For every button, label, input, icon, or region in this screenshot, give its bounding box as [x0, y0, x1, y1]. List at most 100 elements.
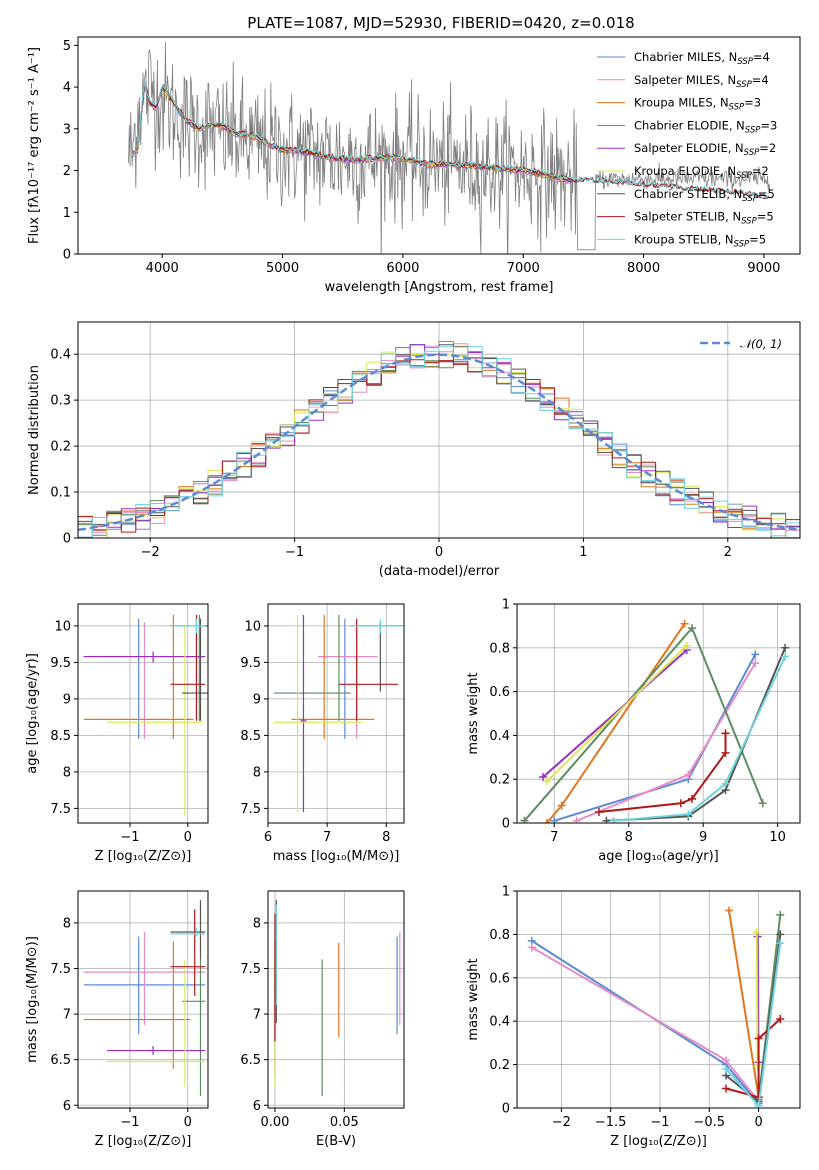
weight-marker-chabrier-stelib: [781, 643, 790, 652]
y-tick-label: 0.3: [50, 394, 71, 409]
y-tick-label: 1: [502, 598, 510, 613]
hist-kroupa-stelib: [78, 346, 800, 538]
x-tick-label: 0.00: [260, 1115, 289, 1130]
x-tick-label: −1.5: [595, 1115, 627, 1130]
y-tick-label: 7.5: [240, 802, 261, 817]
errorbar-salpeter-miles: [83, 622, 206, 740]
weight-line-salpeter-elodie: [542, 649, 688, 778]
y-tick-label: 7: [63, 1008, 71, 1023]
errorbar-kroupa-elodie: [106, 959, 206, 1088]
y-axis-label: Flux [fλ10⁻¹⁷ erg cm⁻² s⁻¹ A⁻¹]: [27, 47, 42, 244]
x-tick-label: 0: [435, 545, 443, 560]
errorbar-salpeter-stelib: [338, 618, 399, 721]
plot-area: [273, 614, 404, 813]
x-axis-label: age [log₁₀(age/yr)]: [598, 849, 719, 864]
weight-line-salpeter-miles: [576, 662, 757, 822]
x-tick-label: 2: [724, 545, 732, 560]
weight-marker-chabrier-stelib: [602, 816, 611, 823]
x-tick-label: 0: [184, 830, 192, 845]
y-tick-label: 6: [253, 1099, 261, 1114]
y-tick-label: 9: [63, 692, 71, 707]
weight-marker-chabrier-stelib: [776, 930, 785, 939]
x-tick-label: 7: [550, 830, 558, 845]
panel-2: −2 −1 0 1 2 0 0.1 0.2 0.3 0.4 (data-model)/error No…: [27, 321, 801, 579]
x-tick-label: 6000: [386, 261, 419, 276]
hist-salpeter-stelib: [78, 359, 800, 533]
panel-3: −1 0 7.5 8 8.5 9 9.5 10 Z [log₁₀(Z/Z⊙)] age [log₁…: [25, 603, 209, 864]
y-tick-label: 0.8: [489, 928, 510, 943]
y-tick-label: 8.5: [50, 729, 71, 744]
x-axis-label: wavelength [Angstrom, rest frame]: [325, 280, 554, 295]
errorbar-kroupa-stelib: [170, 927, 206, 937]
errorbar-salpeter-elodie: [300, 614, 307, 813]
y-tick-label: 0: [63, 248, 71, 263]
weight-marker-kroupa-elodie: [752, 928, 761, 937]
legend: 𝒩(0, 1): [700, 337, 782, 351]
y-axis-label: Normed distribution: [27, 365, 42, 495]
weight-marker-chabrier-miles: [751, 650, 760, 659]
legend-label: Salpeter MILES, NSSP=4: [634, 73, 769, 90]
x-tick-label: −2: [552, 1115, 571, 1130]
x-tick-label: 8: [625, 830, 633, 845]
x-tick-label: −2: [141, 545, 160, 560]
legend-label: Chabrier MILES, NSSP=4: [634, 50, 770, 67]
weight-marker-kroupa-elodie: [753, 1062, 762, 1071]
y-tick-label: 0.4: [489, 1015, 510, 1030]
errorbar-chabrier-elodie: [273, 614, 351, 721]
weight-marker-salpeter-elodie: [539, 773, 548, 782]
weight-marker-chabrier-miles: [550, 816, 559, 823]
x-tick-label: 9: [699, 830, 707, 845]
weight-marker-chabrier-elodie: [520, 816, 529, 823]
x-tick-label: 10: [769, 830, 786, 845]
y-tick-label: 8.5: [240, 729, 261, 744]
plot-area: [527, 906, 785, 1108]
weight-marker-chabrier-elodie: [758, 799, 767, 808]
axes-frame: [516, 890, 801, 1109]
weight-marker-salpeter-stelib: [594, 808, 603, 817]
plot-area: [83, 614, 208, 816]
spectrum-data-line: [128, 41, 771, 254]
legend-label: Salpeter ELODIE, NSSP=2: [634, 141, 776, 158]
y-tick-label: 7.5: [240, 962, 261, 977]
weight-line-chabrier-stelib: [725, 934, 782, 1104]
weight-marker-kroupa-stelib: [722, 1064, 731, 1073]
y-tick-label: 10: [244, 619, 261, 634]
weight-marker-salpeter-stelib: [776, 1015, 785, 1024]
weight-marker-kroupa-miles: [725, 906, 734, 915]
y-tick-label: 10: [54, 619, 71, 634]
errorbar-kroupa-elodie: [106, 625, 203, 816]
weight-marker-kroupa-miles: [680, 619, 689, 628]
y-tick-label: 0.1: [50, 486, 71, 501]
weight-marker-kroupa-stelib: [721, 779, 730, 788]
plot-area: [274, 900, 401, 1097]
weight-marker-salpeter-stelib: [722, 1084, 731, 1093]
x-tick-label: 8000: [627, 261, 660, 276]
errorbar-kroupa-stelib: [170, 618, 206, 634]
y-tick-label: 0: [63, 532, 71, 547]
plot-area: [78, 341, 800, 538]
x-axis-label: mass [log₁₀(M/M⊙)]: [273, 849, 400, 864]
x-tick-label: 1: [579, 545, 587, 560]
legend-label: Chabrier STELIB, NSSP=5: [634, 187, 775, 204]
weight-marker-salpeter-miles: [572, 816, 581, 823]
errorbar-salpeter-miles: [83, 932, 206, 1026]
y-tick-label: 0.4: [489, 729, 510, 744]
panel-5: 7 8 9 10 0 0.2 0.4 0.6 0.8 1 age [log₁₀(age/yr)] ma…: [466, 598, 801, 864]
weight-marker-kroupa-stelib: [776, 939, 785, 948]
y-tick-label: 5: [63, 39, 71, 54]
plot-area: [83, 900, 206, 1097]
axes-frame: [267, 603, 405, 824]
legend-label: Kroupa MILES, NSSP=3: [634, 96, 761, 113]
y-tick-label: 9.5: [240, 656, 261, 671]
weight-marker-kroupa-elodie: [542, 777, 551, 786]
weight-marker-salpeter-miles: [751, 659, 760, 668]
x-tick-label: −1: [650, 1115, 669, 1130]
errorbar-kroupa-elodie: [273, 614, 363, 813]
x-tick-label: 9000: [747, 261, 780, 276]
errorbar-kroupa-miles: [83, 941, 191, 1069]
weight-line-kroupa-elodie: [546, 644, 688, 783]
y-axis-label: mass weight: [466, 672, 481, 754]
axes-frame: [267, 890, 405, 1109]
x-tick-label: −1: [285, 545, 304, 560]
errorbar-chabrier-stelib: [182, 618, 208, 721]
